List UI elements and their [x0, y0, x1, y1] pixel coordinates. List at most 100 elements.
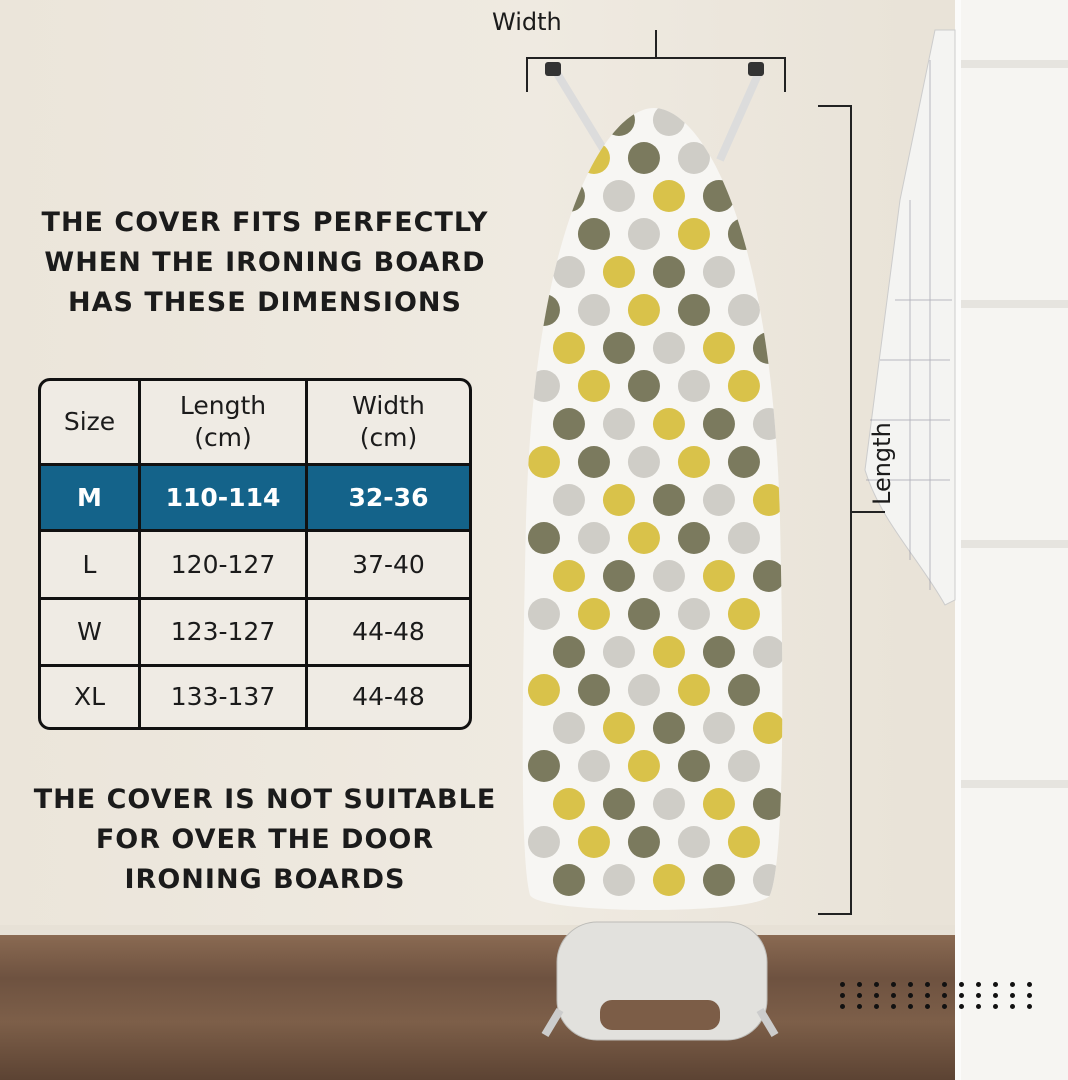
pattern-dot — [577, 294, 610, 326]
length-cell: 120-127 — [138, 532, 305, 597]
pattern-dot — [652, 712, 685, 744]
not-suitable-note: THE COVER IS NOT SUITABLE FOR OVER THE D… — [33, 784, 497, 895]
pattern-dot — [677, 142, 710, 174]
pattern-dot — [702, 408, 735, 440]
grid-dot — [1027, 993, 1032, 998]
pattern-dot — [602, 256, 635, 288]
pattern-dot — [527, 522, 560, 554]
width-cell: 44-48 — [305, 667, 469, 727]
pattern-dot — [677, 446, 710, 478]
pattern-dot — [727, 142, 760, 174]
pattern-dot — [677, 522, 710, 554]
grid-dot — [874, 1004, 879, 1009]
grid-dot — [857, 1004, 862, 1009]
leg-cap — [545, 62, 561, 76]
pattern-dot — [652, 332, 685, 364]
pattern-dot — [527, 598, 560, 630]
pattern-dot — [602, 484, 635, 516]
pattern-dot — [552, 484, 585, 516]
pattern-dot — [702, 788, 735, 820]
pattern-dot — [652, 560, 685, 592]
pattern-dot — [602, 108, 635, 136]
pattern-dot — [552, 332, 585, 364]
pattern-dot — [577, 370, 610, 402]
length-cell: 133-137 — [138, 667, 305, 727]
table-row: XL 133-137 44-48 — [41, 664, 469, 727]
pattern-dot — [727, 294, 760, 326]
pattern-dot — [752, 180, 783, 212]
grid-dot — [908, 993, 913, 998]
length-cell: 123-127 — [138, 600, 305, 664]
pattern-dot — [552, 560, 585, 592]
pattern-dot — [727, 750, 760, 782]
pattern-dot — [702, 636, 735, 668]
fit-heading: THE COVER FITS PERFECTLY WHEN THE IRONIN… — [41, 207, 489, 318]
towel-check-pattern — [866, 60, 952, 590]
pattern-dot — [652, 180, 685, 212]
width-label: Width — [492, 8, 562, 36]
pattern-dot — [652, 864, 685, 896]
pattern-dot — [677, 218, 710, 250]
pattern-dot — [652, 484, 685, 516]
pattern-dot — [677, 598, 710, 630]
pattern-dot — [552, 712, 585, 744]
pattern-dot — [752, 332, 783, 364]
pattern-dot — [527, 750, 560, 782]
wood-floor — [0, 935, 1068, 1080]
pattern-dot — [552, 636, 585, 668]
width-cell: 32-36 — [305, 466, 469, 529]
pattern-dot — [627, 370, 660, 402]
size-cell: M — [77, 482, 102, 512]
pattern-dot — [627, 142, 660, 174]
grid-dot — [993, 993, 998, 998]
pattern-dot — [752, 408, 783, 440]
pattern-dot — [677, 826, 710, 858]
pattern-dot — [752, 484, 783, 516]
grid-dot — [942, 993, 947, 998]
pattern-dot — [602, 560, 635, 592]
pattern-dot — [552, 788, 585, 820]
grid-dot — [959, 1004, 964, 1009]
table-row: W 123-127 44-48 — [41, 597, 469, 664]
pattern-dot — [577, 826, 610, 858]
grid-dot — [891, 993, 896, 998]
pattern-dot — [627, 598, 660, 630]
board-leg — [551, 67, 614, 163]
grid-dot — [1010, 982, 1015, 987]
pattern-dot — [527, 674, 560, 706]
pattern-dot — [677, 294, 710, 326]
pattern-dot — [527, 370, 560, 402]
header-length: Length (cm) — [138, 381, 305, 463]
pattern-dot — [677, 674, 710, 706]
pattern-dot — [627, 446, 660, 478]
grid-dot — [942, 1004, 947, 1009]
grid-dot — [840, 982, 845, 987]
grid-dot — [976, 982, 981, 987]
grid-dot — [959, 982, 964, 987]
dimension-lines — [526, 30, 885, 915]
grid-dot — [908, 982, 913, 987]
pattern-dot — [577, 598, 610, 630]
decorative-dot-grid — [840, 982, 1044, 1009]
pattern-dot — [727, 522, 760, 554]
pattern-dot — [702, 180, 735, 212]
grid-dot — [925, 1004, 930, 1009]
pattern-dot — [552, 408, 585, 440]
grid-dot — [959, 993, 964, 998]
table-row: M 110-114 32-36 — [41, 463, 469, 529]
pattern-dot — [627, 674, 660, 706]
pattern-dot — [627, 826, 660, 858]
width-cell: 37-40 — [305, 532, 469, 597]
header-width: Width (cm) — [305, 381, 469, 463]
pattern-dot — [577, 750, 610, 782]
pattern-dot — [677, 750, 710, 782]
size-cell: XL — [73, 682, 106, 711]
grid-dot — [925, 993, 930, 998]
grid-dot — [976, 993, 981, 998]
grid-dot — [874, 993, 879, 998]
leg-cap — [748, 62, 764, 76]
pattern-dot — [577, 142, 610, 174]
pattern-dot — [727, 218, 760, 250]
pattern-dot — [602, 332, 635, 364]
